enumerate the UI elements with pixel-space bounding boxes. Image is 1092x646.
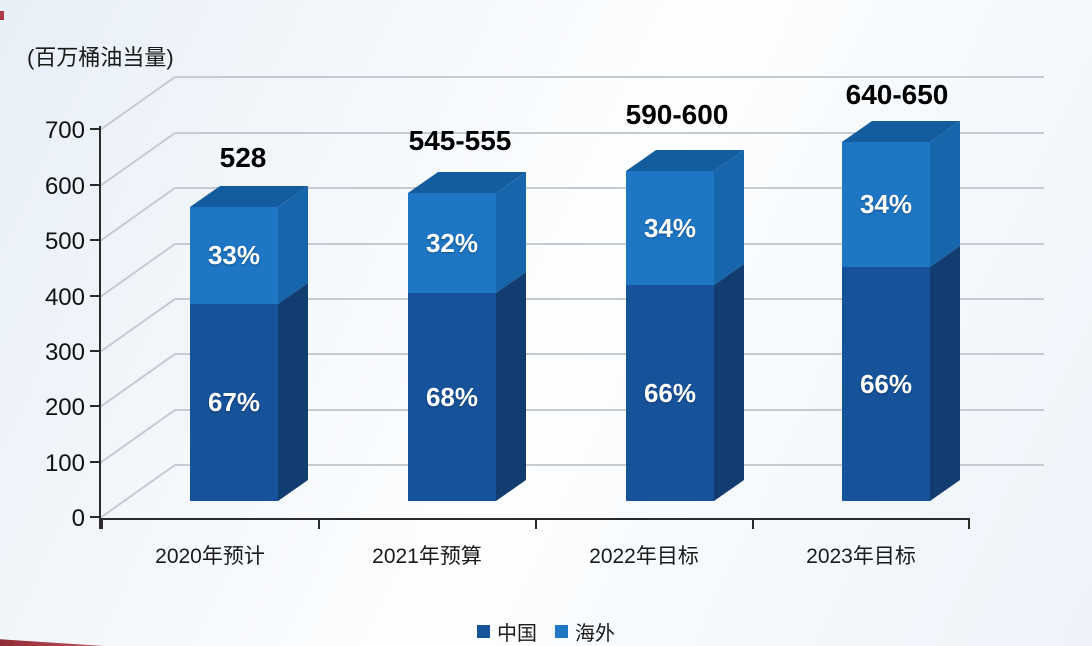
bar-2022-total-label: 590-600	[625, 99, 729, 130]
category-label-2020: 2020年预计	[155, 545, 265, 568]
legend-swatch-overseas	[555, 625, 568, 638]
gridline-600	[175, 132, 1044, 134]
bar-2021-overseas-segment: 32%	[408, 193, 496, 293]
y-tick-label-0: 0	[71, 505, 85, 532]
bar-2023-overseas-segment: 34%	[842, 142, 930, 267]
x-tickmark	[318, 519, 320, 529]
gridline-700	[175, 76, 1044, 78]
bar-2022: 34% 66%	[626, 149, 744, 501]
bar-2023-overseas-pct: 34%	[859, 189, 913, 219]
gridline-diag-700	[99, 75, 176, 131]
bar-2021: 32% 68%	[408, 171, 526, 501]
bar-2020-overseas-pct: 33%	[207, 240, 261, 270]
y-tick-label-600: 600	[44, 173, 85, 200]
gridline-diag-floor	[99, 463, 176, 519]
bar-2021-total-label: 545-555	[408, 125, 512, 156]
legend-item-china: 中国	[477, 617, 537, 646]
bar-2022-overseas-segment: 34%	[626, 171, 714, 285]
y-tickmark	[90, 184, 100, 186]
gridline-300	[175, 298, 1044, 300]
y-tickmark	[90, 128, 100, 130]
bar-2020-overseas-segment: 33%	[190, 207, 278, 304]
bar-2021-side-face	[496, 171, 526, 501]
y-tick-label-300: 300	[44, 339, 85, 366]
bar-2022-china-segment: 66%	[626, 285, 714, 501]
bar-2020-china-segment: 67%	[190, 304, 278, 501]
gridline-diag-300	[99, 297, 176, 353]
bar-2021-china-segment: 68%	[408, 293, 496, 501]
gridline-400	[175, 243, 1044, 245]
gridline-diag-200	[99, 352, 176, 408]
gridline-500	[175, 187, 1044, 189]
bar-2023-china-segment: 66%	[842, 267, 930, 501]
x-tickmark	[101, 519, 103, 529]
gridline-diag-400	[99, 242, 176, 298]
bar-2022-overseas-pct: 34%	[643, 212, 697, 243]
x-tickmark	[968, 519, 970, 529]
y-tick-label-100: 100	[44, 450, 85, 477]
y-tick-label-200: 200	[44, 394, 85, 421]
legend-label-overseas: 海外	[575, 623, 615, 645]
bar-2020-total-label: 528	[219, 142, 267, 173]
gridline-diag-600	[99, 131, 176, 187]
x-tickmark	[535, 519, 537, 529]
red-accent-top-left	[0, 11, 4, 20]
x-tickmark	[752, 519, 754, 529]
y-tickmark	[90, 516, 100, 518]
y-tickmark	[90, 350, 100, 352]
bar-2021-china-pct: 68%	[425, 381, 479, 412]
y-tick-label-400: 400	[44, 284, 85, 311]
y-axis	[99, 126, 101, 529]
bar-2021-overseas-pct: 32%	[425, 227, 479, 258]
legend-swatch-china	[477, 625, 490, 638]
y-tickmark	[90, 239, 100, 241]
bar-2023-total-label: 640-650	[845, 79, 949, 110]
y-tick-label-500: 500	[44, 228, 85, 255]
red-accent-bottom-left	[0, 639, 104, 646]
bar-2020-china-pct: 67%	[207, 387, 261, 417]
y-tickmark	[90, 461, 100, 463]
y-axis-unit-title: (百万桶油当量)	[27, 45, 174, 70]
bar-2020-side-face	[278, 185, 308, 501]
bar-2023-china-pct: 66%	[859, 368, 913, 399]
gridline-diag-500	[99, 186, 176, 242]
category-label-2023: 2023年目标	[806, 545, 916, 568]
gridline-0	[175, 464, 1044, 466]
gridline-100	[175, 409, 1044, 411]
legend-item-overseas: 海外	[555, 617, 615, 646]
bar-2020: 33% 67%	[190, 185, 308, 501]
legend-label-china: 中国	[497, 623, 537, 645]
gridline-200	[175, 353, 1044, 355]
bar-2023: 34% 66%	[842, 120, 960, 501]
category-label-2021: 2021年预算	[372, 545, 482, 568]
bar-2023-side-face	[930, 120, 960, 501]
y-tickmark	[90, 295, 100, 297]
gridline-diag-100	[99, 408, 176, 464]
bar-2022-china-pct: 66%	[643, 377, 697, 408]
y-tick-label-700: 700	[44, 117, 85, 144]
y-tickmark	[90, 405, 100, 407]
bar-2022-side-face	[714, 149, 744, 501]
legend: 中国 海外	[0, 617, 1092, 646]
category-label-2022: 2022年目标	[589, 545, 699, 568]
